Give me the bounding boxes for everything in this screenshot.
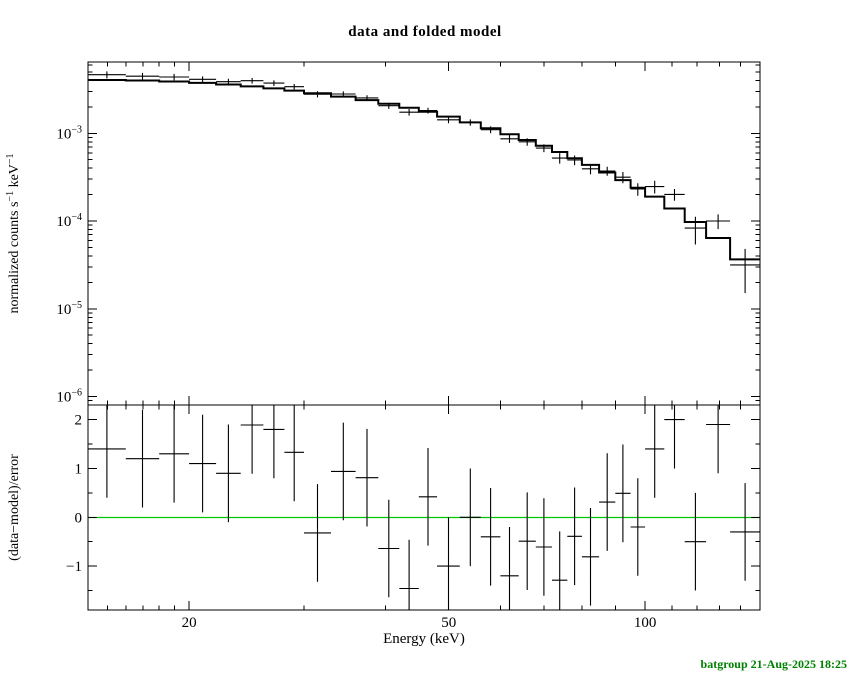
y-tick-label: 2 [75, 413, 83, 429]
axis-ticks [88, 62, 760, 610]
timestamp: batgroup 21-Aug-2025 18:25 [700, 657, 847, 671]
y-tick-label: 10−4 [56, 212, 82, 230]
x-tick-label: 100 [634, 615, 657, 631]
model-line [88, 79, 760, 261]
top-panel-frame [87, 61, 761, 406]
y-tick-label: 10−5 [56, 300, 82, 318]
x-tick-label: 50 [441, 615, 456, 631]
y-axis-label-bottom: (data−model)/error [7, 454, 22, 561]
x-tick-label: 20 [182, 615, 197, 631]
data-series [88, 71, 760, 294]
x-axis-label: Energy (keV) [383, 631, 465, 647]
y-tick-label: −1 [66, 559, 82, 575]
y-tick-label: 1 [75, 461, 83, 477]
plot-title: data and folded model [348, 24, 502, 40]
y-axis-label-top: normalized counts s−1 keV−1 [5, 153, 22, 313]
y-tick-label: 10−6 [56, 387, 82, 405]
y-tick-label: 0 [75, 510, 83, 526]
y-tick-label: 10−3 [56, 124, 82, 142]
residual-series [88, 405, 760, 610]
bottom-panel-frame [87, 404, 761, 611]
